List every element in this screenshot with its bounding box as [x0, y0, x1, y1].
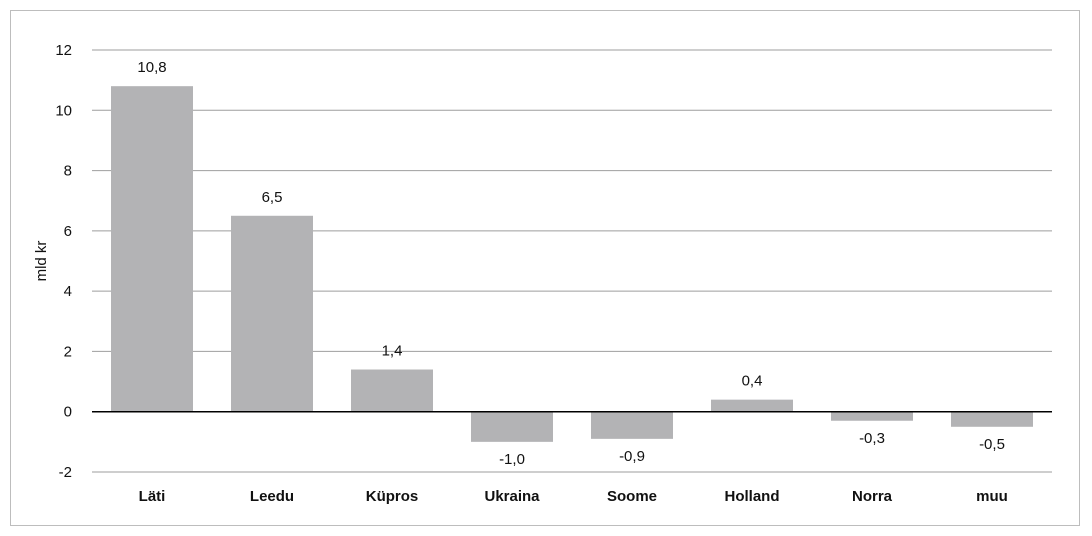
y-tick-label: 10 — [55, 102, 72, 119]
bar — [111, 86, 193, 412]
y-tick-label: 6 — [64, 223, 72, 240]
category-label: Ukraina — [484, 488, 540, 505]
category-label: Norra — [852, 488, 893, 505]
y-tick-label: 4 — [64, 283, 72, 300]
data-label: -0,5 — [979, 436, 1005, 453]
data-labels: 10,8 6,5 1,4 -1,0 -0,9 0,4 -0,3 -0,5 — [137, 59, 1005, 468]
bar — [231, 215, 313, 412]
category-label: muu — [976, 488, 1008, 505]
data-label: 1,4 — [382, 343, 403, 360]
bar — [951, 411, 1033, 427]
data-label: -0,9 — [619, 448, 645, 465]
y-tick-label: 12 — [55, 42, 72, 59]
category-label: Leedu — [250, 488, 294, 505]
bar — [831, 411, 913, 421]
data-label: 0,4 — [742, 373, 763, 390]
data-label: 10,8 — [137, 59, 166, 76]
y-tick-label: 8 — [64, 163, 72, 180]
bar — [591, 411, 673, 439]
bar — [711, 399, 793, 412]
category-label: Küpros — [366, 488, 419, 505]
data-label: 6,5 — [262, 189, 283, 206]
category-label: Läti — [139, 488, 166, 505]
data-label: -1,0 — [499, 451, 525, 468]
category-label: Soome — [607, 488, 657, 505]
data-label: -0,3 — [859, 430, 885, 447]
y-tick-labels: -2 0 2 4 6 8 10 12 — [55, 42, 72, 481]
category-label: Holland — [725, 488, 780, 505]
y-tick-label: 2 — [64, 343, 72, 360]
bar — [471, 411, 553, 442]
y-tick-label: 0 — [64, 404, 72, 421]
y-axis-label: mld kr — [33, 241, 50, 282]
category-labels: Läti Leedu Küpros Ukraina Soome Holland Norra m… — [139, 488, 1008, 505]
bar — [351, 369, 433, 412]
bars — [111, 86, 1033, 442]
y-tick-label: -2 — [59, 464, 72, 481]
